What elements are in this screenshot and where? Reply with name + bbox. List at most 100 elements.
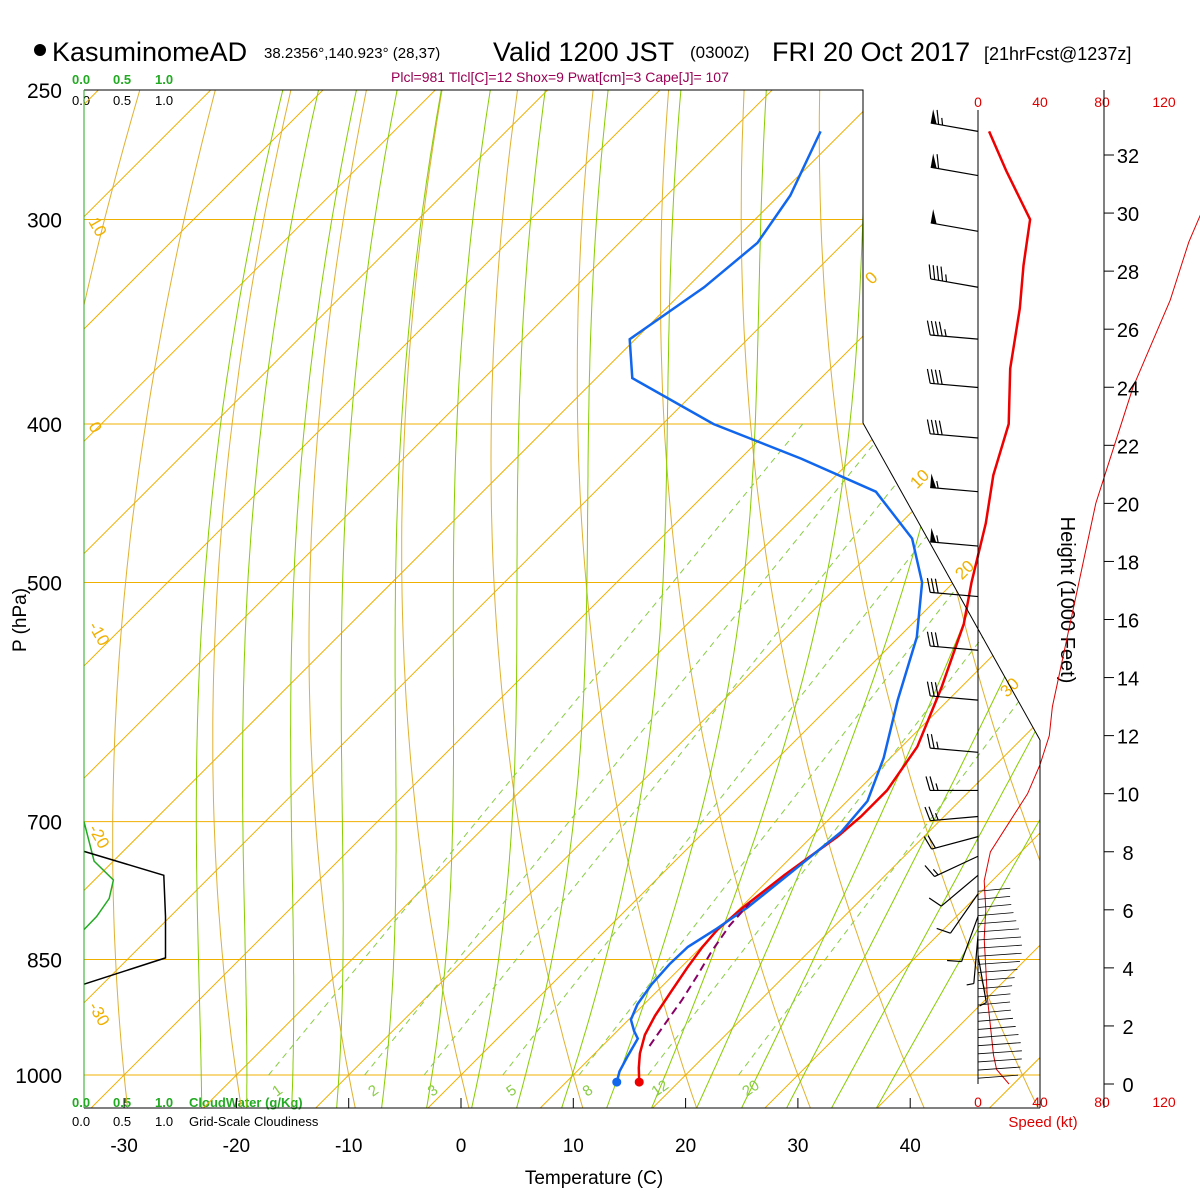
barb-feather <box>934 321 939 336</box>
cloudwater-label: CloudWater (g/Kg) <box>189 1095 303 1110</box>
isotherm-line <box>1100 61 1200 1110</box>
wind-barb <box>930 473 979 493</box>
barb-feather <box>926 368 931 384</box>
moist-adiabat-line <box>605 90 769 1108</box>
top-green-scale-2: 1.0 <box>155 72 173 87</box>
wind-barb <box>966 935 979 986</box>
isotherm-label: 30 <box>996 674 1023 701</box>
bl-wind-line <box>977 904 1012 908</box>
moist-adiabat-line <box>560 90 684 1108</box>
forecast-label: [21hrFcst@1237z] <box>984 44 1131 64</box>
barb-staff <box>930 747 979 753</box>
barb-feather <box>928 806 935 821</box>
height-tick-label: 30 <box>1117 204 1139 226</box>
barb-feather <box>926 320 931 336</box>
top-black-scale-1: 0.5 <box>113 93 131 108</box>
isotherm-label: -10 <box>85 618 114 649</box>
bl-wind-line <box>977 1026 1016 1030</box>
bl-wind-line <box>977 1034 1019 1038</box>
barb-staff <box>949 893 979 934</box>
barb-feather <box>924 806 931 821</box>
bl-wind-line <box>977 1017 1013 1022</box>
temperature-tick-label: 0 <box>456 1136 467 1157</box>
wind-barb <box>930 109 979 132</box>
moist-adiabat-line <box>740 90 1040 1108</box>
station-coords: 38.2356°,140.923° (28,37) <box>264 45 440 62</box>
temperature-tick-label: 40 <box>900 1136 921 1157</box>
barb-feather <box>929 776 935 791</box>
wind-barb <box>926 631 979 651</box>
barb-feather <box>938 369 943 385</box>
dry-adiabat-line <box>740 90 926 1108</box>
isotherm-line <box>987 90 1040 1108</box>
bl-wind-line <box>977 895 1011 900</box>
barb-staff <box>930 382 979 389</box>
height-tick-label: 2 <box>1122 1017 1133 1039</box>
barb-half-feather <box>945 274 948 282</box>
surface-temperature-dot <box>634 1077 644 1087</box>
barb-feather <box>930 369 935 384</box>
barb-feather <box>934 632 939 647</box>
temperature-tick-label: -20 <box>223 1136 250 1157</box>
wind-barb <box>928 264 979 288</box>
isotherm-label: -20 <box>85 821 114 852</box>
wind-barb <box>947 916 979 963</box>
wind-barb <box>977 955 987 1007</box>
height-tick-label: 12 <box>1117 727 1139 749</box>
wind-barb <box>926 733 979 753</box>
pressure-tick-label: 500 <box>27 573 62 596</box>
isotherm-line <box>84 90 353 1108</box>
wind-barb <box>926 577 979 598</box>
bl-wind-line <box>977 1050 1022 1055</box>
station-name: KasuminomeAD <box>52 37 247 67</box>
height-tick-label: 10 <box>1117 785 1139 807</box>
barb-feather <box>936 109 940 125</box>
barb-feather <box>926 577 931 593</box>
barb-feather <box>930 734 935 749</box>
barb-feather <box>936 265 940 281</box>
wind-barb <box>926 681 979 701</box>
dry-adiabat-line <box>308 90 373 1108</box>
barb-staff <box>930 166 979 177</box>
isotherm-line <box>201 90 1040 1108</box>
moist-adiabat-line <box>830 90 1040 1108</box>
mixing-ratio-label: 5 <box>503 1082 520 1101</box>
isotherm-line <box>84 90 577 1108</box>
bl-wind-line <box>977 887 1011 892</box>
barb-staff <box>930 591 979 598</box>
mixing-ratio-label: 8 <box>580 1082 597 1101</box>
barb-flag <box>930 209 937 224</box>
barb-staff <box>930 486 979 493</box>
barb-staff <box>930 695 979 701</box>
mixing-ratio-line <box>268 423 804 1076</box>
y-axis-title: P (hPa) <box>10 588 31 652</box>
mixing-ratio-line <box>738 423 1040 1076</box>
speed-tick-label-bottom: 0 <box>974 1094 982 1110</box>
bl-wind-line <box>977 928 1019 933</box>
barb-flag <box>930 473 937 489</box>
barb-feather <box>930 631 935 647</box>
bl-wind-line <box>977 952 1022 957</box>
dry-adiabat-line <box>969 90 1040 1108</box>
barb-feather <box>926 419 931 434</box>
pressure-tick-label: 850 <box>27 950 62 973</box>
mixing-ratio-label: 2 <box>365 1082 382 1101</box>
pressure-tick-label: 700 <box>27 812 62 835</box>
barb-staff <box>940 874 979 907</box>
valid-date: FRI 20 Oct 2017 <box>772 37 970 67</box>
speed-tick-label-top: 0 <box>974 94 982 110</box>
bl-wind-line <box>977 1009 1011 1014</box>
mixing-ratio-label: 12 <box>648 1077 671 1100</box>
barb-feather <box>926 631 931 647</box>
top-black-scale-0: 0.0 <box>72 93 90 108</box>
barb-staff <box>930 222 979 232</box>
temperature-tick-label: 20 <box>675 1136 696 1157</box>
barb-feather <box>930 320 935 336</box>
barb-feather <box>938 321 943 337</box>
wind-barb <box>930 153 979 177</box>
isotherm-line <box>84 90 1027 1108</box>
barb-half-feather <box>936 535 939 543</box>
speed-axis-title: Speed (kt) <box>1008 1114 1077 1131</box>
height-tick-label: 14 <box>1117 669 1139 691</box>
